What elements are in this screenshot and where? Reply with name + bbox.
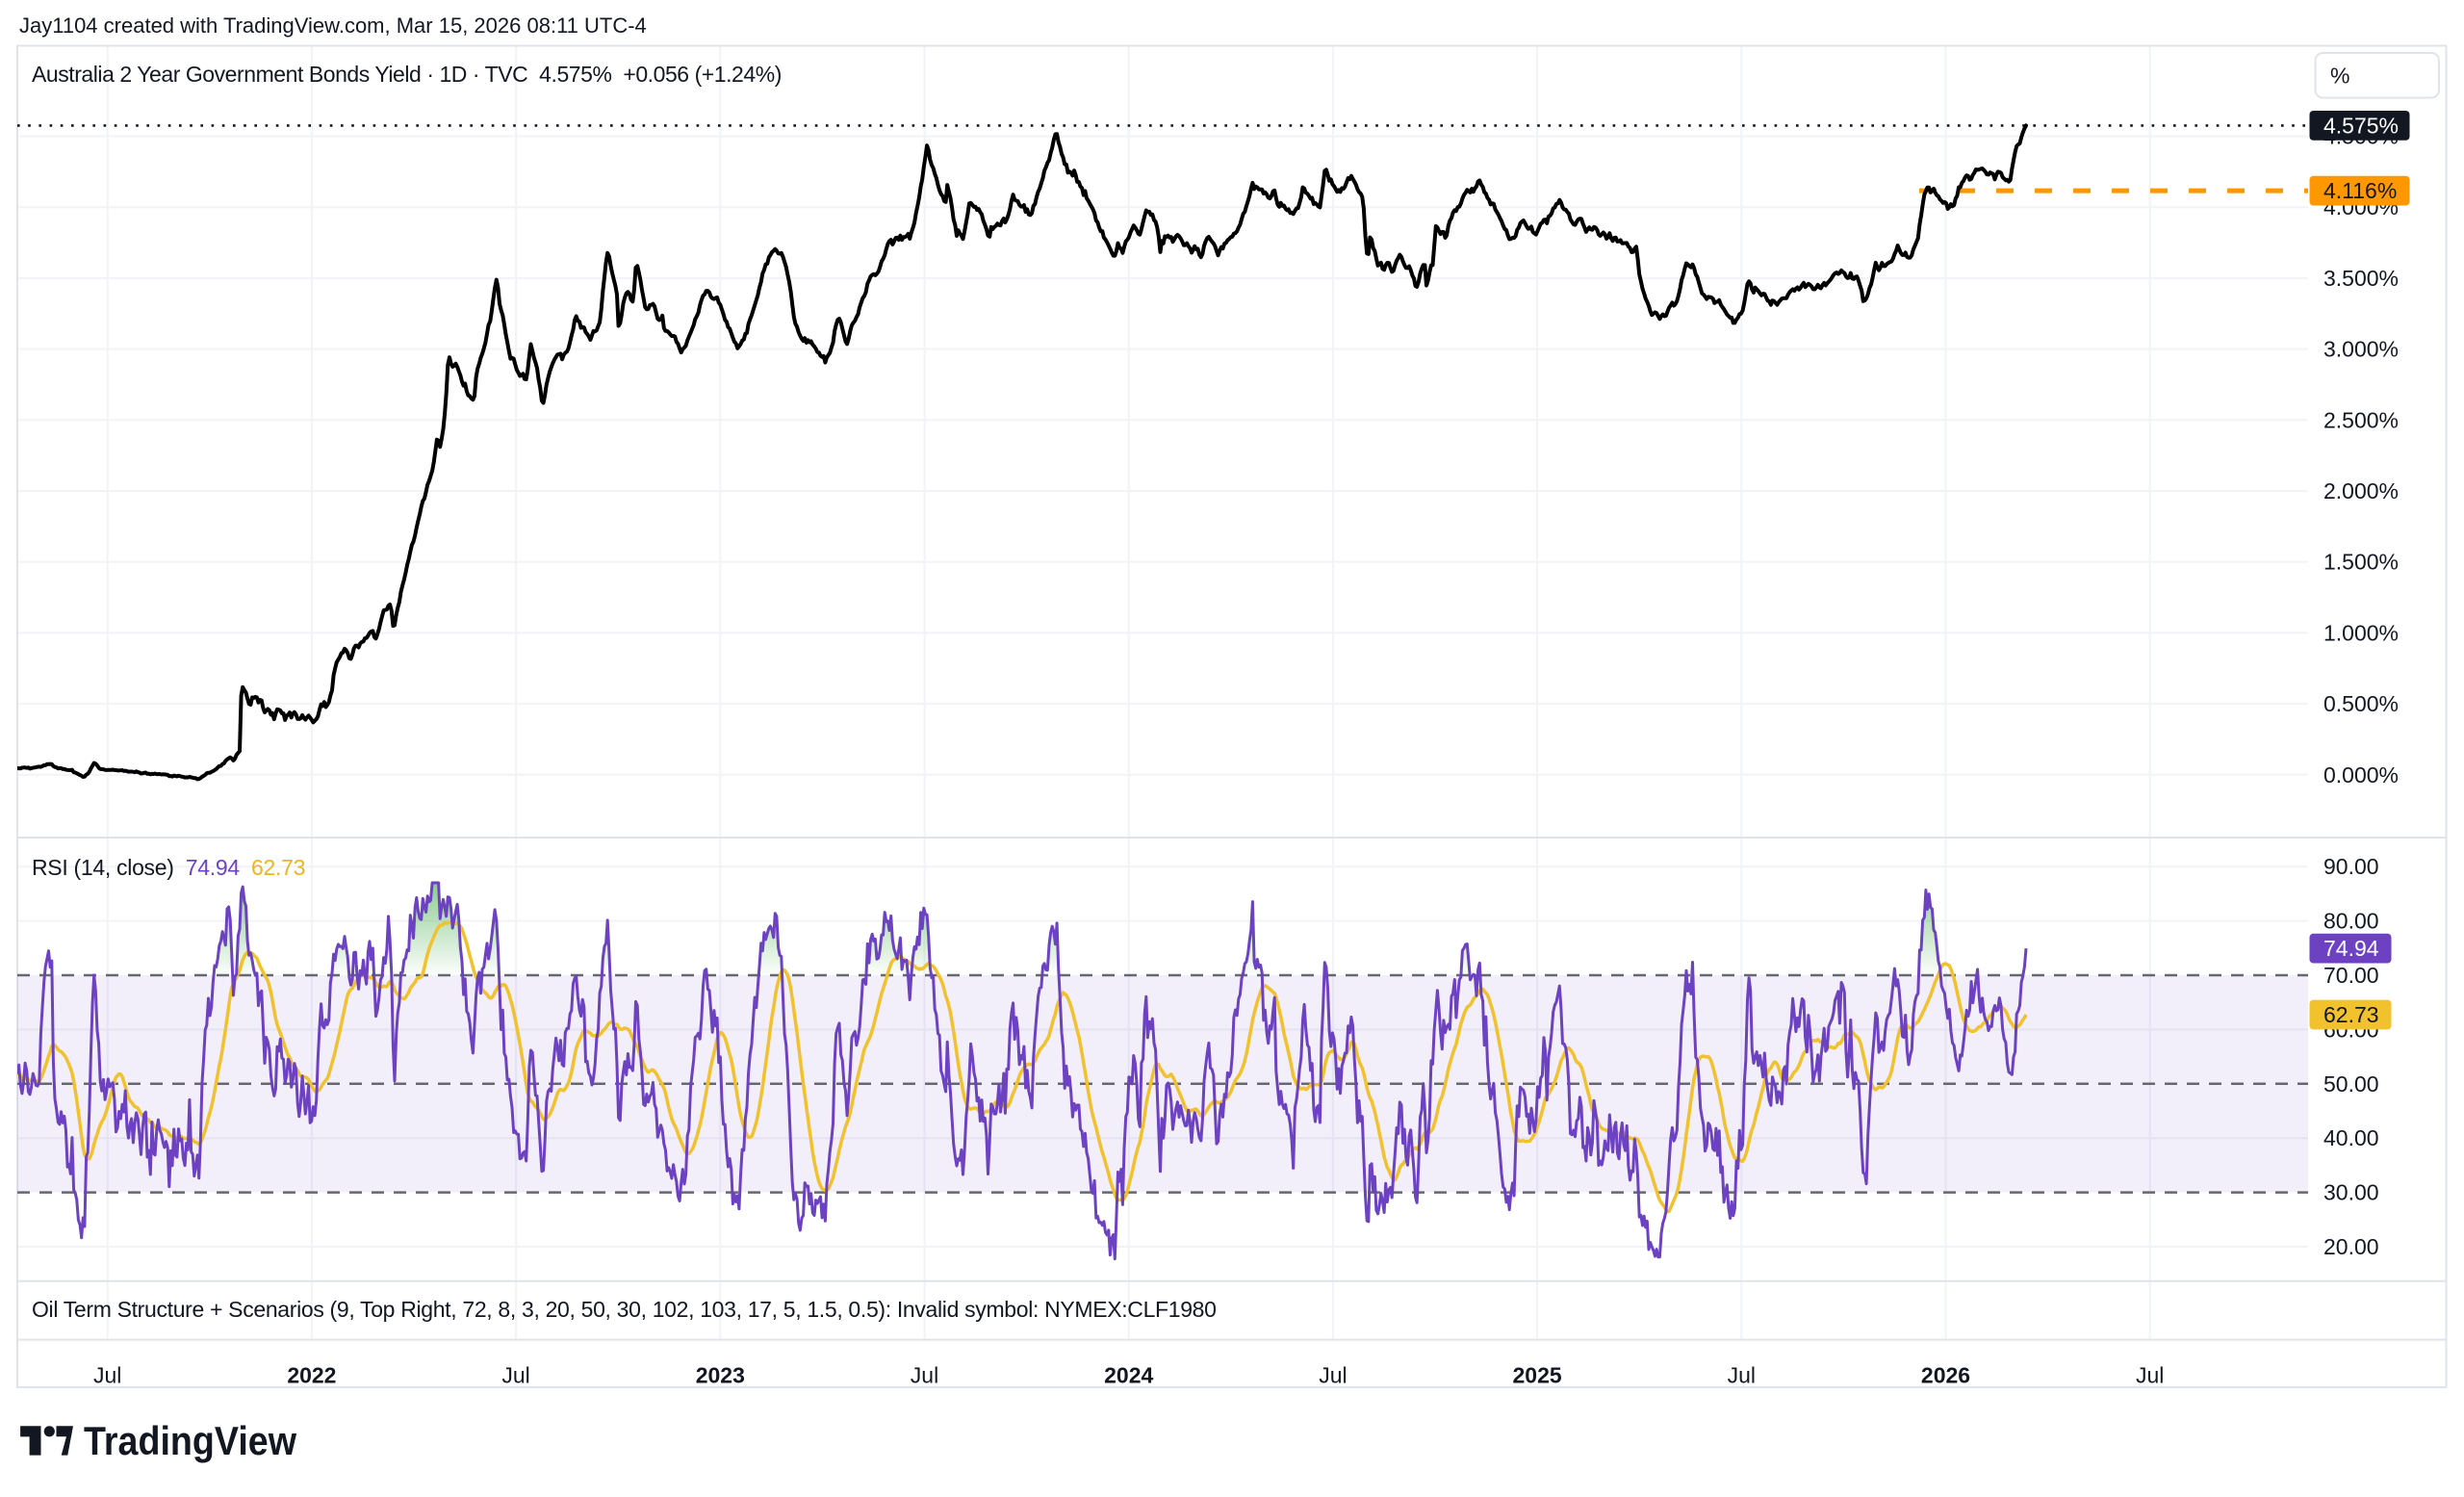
svg-text:Jul: Jul xyxy=(1728,1363,1756,1388)
svg-text:20.00: 20.00 xyxy=(2323,1234,2379,1259)
svg-text:Jul: Jul xyxy=(2136,1363,2164,1388)
svg-text:30.00: 30.00 xyxy=(2323,1180,2379,1205)
svg-text:Australia 2 Year Government Bo: Australia 2 Year Government Bonds Yield … xyxy=(32,62,782,87)
svg-text:Jul: Jul xyxy=(93,1363,121,1388)
svg-text:2024: 2024 xyxy=(1104,1363,1153,1388)
svg-text:RSI (14, close) 74.94 62.73: RSI (14, close) 74.94 62.73 xyxy=(32,855,305,880)
svg-text:70.00: 70.00 xyxy=(2323,963,2379,988)
svg-text:4.116%: 4.116% xyxy=(2323,178,2397,203)
svg-text:2.500%: 2.500% xyxy=(2323,407,2399,432)
svg-text:Jul: Jul xyxy=(501,1363,529,1388)
svg-text:80.00: 80.00 xyxy=(2323,909,2379,934)
svg-text:3.500%: 3.500% xyxy=(2323,266,2399,291)
svg-text:3.000%: 3.000% xyxy=(2323,337,2399,362)
svg-text:Jay1104 created with TradingVi: Jay1104 created with TradingView.com, Ma… xyxy=(19,13,647,38)
svg-text:2026: 2026 xyxy=(1921,1363,1970,1388)
svg-text:2.000%: 2.000% xyxy=(2323,478,2399,503)
svg-text:90.00: 90.00 xyxy=(2323,854,2379,879)
svg-text:62.73: 62.73 xyxy=(2323,1002,2379,1027)
svg-text:2023: 2023 xyxy=(696,1363,745,1388)
svg-text:Jul: Jul xyxy=(911,1363,938,1388)
svg-text:2022: 2022 xyxy=(287,1363,336,1388)
svg-text:1.000%: 1.000% xyxy=(2323,620,2399,645)
svg-text:40.00: 40.00 xyxy=(2323,1125,2379,1150)
svg-text:Jul: Jul xyxy=(1319,1363,1347,1388)
svg-text:1.500%: 1.500% xyxy=(2323,550,2399,575)
svg-text:50.00: 50.00 xyxy=(2323,1071,2379,1097)
svg-text:Oil Term Structure + Scenarios: Oil Term Structure + Scenarios (9, Top R… xyxy=(32,1297,1217,1322)
svg-text:%: % xyxy=(2330,64,2349,89)
svg-text:0.500%: 0.500% xyxy=(2323,691,2399,716)
svg-text:2025: 2025 xyxy=(1513,1363,1562,1388)
svg-text:0.000%: 0.000% xyxy=(2323,762,2399,787)
svg-text:TradingView: TradingView xyxy=(84,1418,296,1463)
svg-text:74.94: 74.94 xyxy=(2323,936,2379,961)
svg-text:4.575%: 4.575% xyxy=(2323,113,2399,138)
